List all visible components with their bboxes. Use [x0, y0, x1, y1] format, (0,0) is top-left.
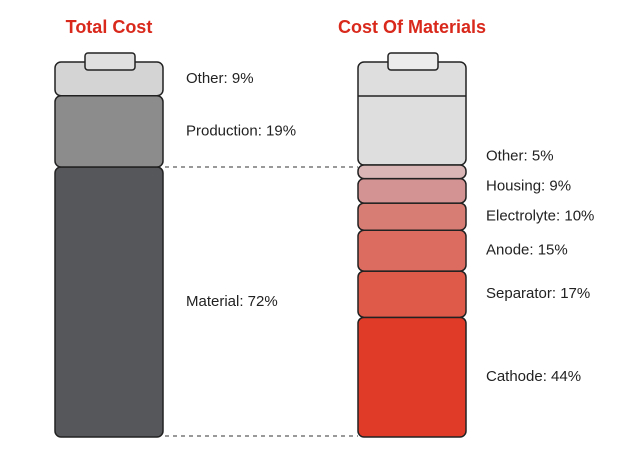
segment-label: Other: 9%	[186, 70, 254, 87]
segment-label: Production: 19%	[186, 122, 296, 139]
segment-label: Separator: 17%	[486, 285, 590, 302]
segment	[54, 95, 164, 168]
battery-top	[357, 61, 467, 166]
segment	[357, 270, 467, 319]
segment	[357, 177, 467, 204]
segment-label: Anode: 15%	[486, 242, 568, 259]
battery-knob	[84, 52, 136, 71]
segment	[357, 202, 467, 232]
segment	[357, 164, 467, 180]
segment-label: Electrolyte: 10%	[486, 208, 594, 225]
segment-label: Other: 5%	[486, 148, 554, 165]
segment	[54, 166, 164, 438]
segment-label: Material: 72%	[186, 293, 278, 310]
chart-title: Total Cost	[66, 17, 153, 37]
segment	[357, 316, 467, 438]
chart-title: Cost Of Materials	[338, 17, 486, 37]
battery-knob	[387, 52, 439, 71]
segment-label: Housing: 9%	[486, 178, 571, 195]
segment	[357, 229, 467, 272]
segment-label: Cathode: 44%	[486, 368, 581, 385]
